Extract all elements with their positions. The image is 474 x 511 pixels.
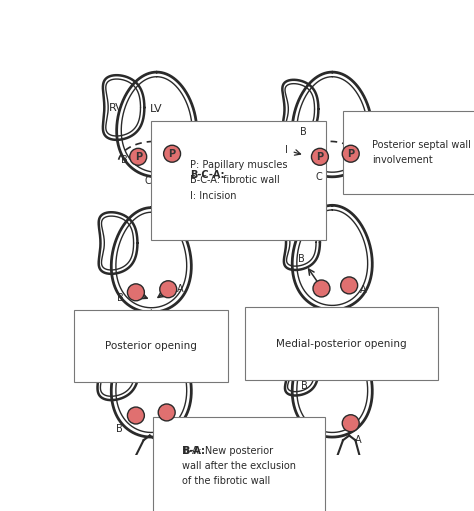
Text: I: I: [157, 176, 160, 187]
Text: Posterior septal wall
involvement: Posterior septal wall involvement: [372, 140, 471, 165]
Circle shape: [342, 145, 359, 162]
Circle shape: [158, 404, 175, 421]
Text: A: A: [360, 285, 366, 295]
Text: P: Papillary muscles
B-C-A: fibrotic wall
I: Incision: P: Papillary muscles B-C-A: fibrotic wal…: [190, 160, 287, 201]
Text: B-A: New posterior
wall after the exclusion
of the fibrotic wall: B-A: New posterior wall after the exclus…: [182, 446, 296, 486]
Text: I: I: [284, 145, 288, 155]
Text: A: A: [181, 147, 188, 157]
Text: Medial-posterior opening: Medial-posterior opening: [276, 338, 407, 349]
Text: RV: RV: [109, 103, 124, 112]
Circle shape: [128, 284, 145, 301]
Text: C: C: [315, 172, 322, 182]
Text: B: B: [121, 155, 128, 165]
Text: P: P: [169, 149, 176, 159]
Text: B: B: [298, 254, 305, 264]
Circle shape: [130, 148, 146, 165]
Circle shape: [313, 280, 330, 297]
Text: A: A: [360, 150, 366, 160]
Text: B: B: [300, 127, 306, 137]
Text: B-A:: B-A:: [182, 446, 205, 456]
Text: P: P: [135, 152, 142, 162]
Circle shape: [160, 281, 177, 298]
Text: B: B: [116, 424, 122, 434]
Text: C: C: [144, 176, 151, 187]
Text: Posterior opening: Posterior opening: [105, 341, 197, 351]
Text: A: A: [177, 284, 184, 294]
Circle shape: [342, 415, 359, 432]
Text: LV: LV: [150, 104, 163, 114]
Circle shape: [128, 407, 145, 424]
Text: A: A: [355, 435, 362, 445]
Circle shape: [341, 277, 358, 294]
Circle shape: [164, 145, 181, 162]
Text: B-C-A:: B-C-A:: [190, 170, 224, 180]
Circle shape: [311, 148, 328, 165]
Text: A: A: [166, 421, 173, 431]
Text: P: P: [316, 152, 323, 162]
Text: B: B: [301, 381, 308, 391]
Text: B: B: [117, 293, 124, 304]
Text: P: P: [347, 149, 354, 159]
